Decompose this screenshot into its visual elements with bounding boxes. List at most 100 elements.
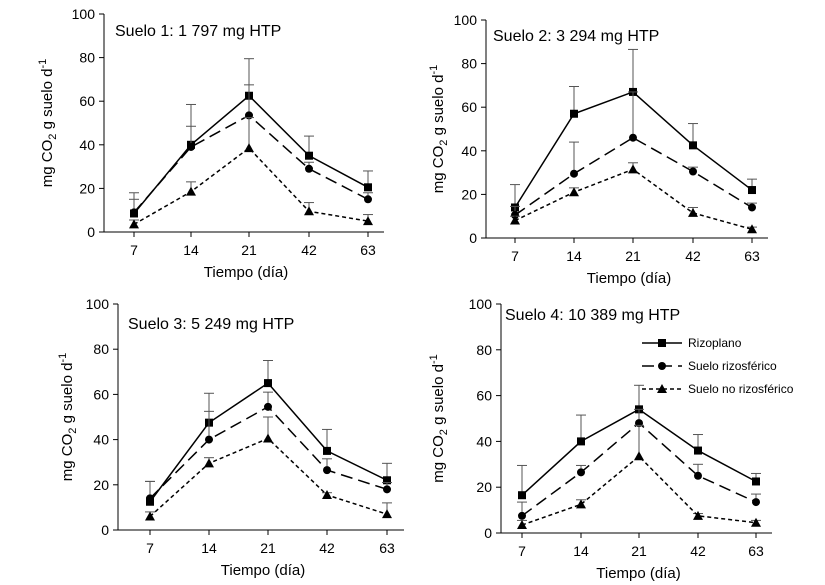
data-point (752, 477, 760, 486)
data-point (752, 498, 760, 507)
data-point (263, 433, 273, 443)
data-point (205, 435, 213, 444)
y-axis-title: mg CO2 g suelo d-1 (37, 59, 59, 187)
data-point (383, 485, 391, 494)
data-point (510, 215, 520, 225)
y-axis-title-sup: -1 (37, 59, 49, 69)
x-tick-label: 42 (690, 543, 706, 559)
data-point (382, 509, 392, 519)
x-tick-label: 14 (201, 540, 217, 556)
legend: Rizoplano Suelo rizosférico Suelo no rizos… (642, 336, 794, 396)
data-point (204, 458, 214, 468)
series-triangle (129, 117, 373, 229)
series-line (133, 147, 369, 226)
series-circle (510, 91, 757, 220)
y-axis-title: mg CO2 g suelo d-1 (428, 354, 450, 482)
data-point (305, 164, 313, 173)
x-tick-label: 7 (130, 242, 138, 258)
chart-panel-1: 0 20 40 60 80 100 7 14 21 42 63 Tiempo (día) mg CO2 … (37, 6, 384, 281)
data-point (628, 164, 638, 174)
data-point (518, 511, 526, 520)
chart-panel-2: 0 20 40 60 80 100 7 14 21 42 63 Tiempo (día) mg CO2 … (428, 12, 768, 287)
panel-title: Suelo 3: 5 249 mg HTP (128, 316, 294, 333)
chart-panel-4: 0 20 40 60 80 100 7 14 21 42 63 Tiempo (día) mg CO2 … (428, 296, 794, 582)
data-point (145, 511, 155, 521)
y-tick-label: 0 (469, 230, 477, 246)
x-axis-title: Tiempo (día) (204, 264, 288, 281)
panel-title: Suelo 1: 1 797 mg HTP (115, 23, 281, 40)
y-axis-title-mid: g suelo d (430, 75, 447, 140)
y-axis-title-sub: 2 (67, 428, 79, 434)
y-tick-label: 100 (86, 296, 110, 312)
data-point (187, 142, 195, 151)
series-triangle (517, 424, 761, 529)
y-axis-title: mg CO2 g suelo d-1 (428, 65, 450, 193)
x-tick-label: 7 (511, 248, 519, 264)
y-tick-label: 60 (476, 388, 492, 404)
chart-panel-3: 0 20 40 60 80 100 7 14 21 42 63 Tiempo (día) mg CO2 … (57, 296, 404, 579)
legend-marker (658, 339, 666, 347)
x-tick-label: 14 (573, 543, 589, 559)
y-tick-label: 100 (72, 6, 96, 22)
y-tick-label: 100 (454, 12, 478, 28)
series-triangle (510, 162, 757, 234)
data-point (569, 187, 579, 197)
data-point (576, 499, 586, 509)
data-point (322, 489, 332, 499)
data-point (264, 402, 272, 411)
data-point (518, 491, 526, 500)
series-circle (517, 408, 761, 520)
x-tick-label: 63 (748, 543, 764, 559)
legend-label: Rizoplano (688, 336, 742, 350)
y-tick-label: 60 (93, 386, 109, 402)
y-tick-label: 20 (461, 186, 477, 202)
y-tick-label: 40 (476, 433, 492, 449)
data-point (363, 216, 373, 226)
y-axis-title-mid: g suelo d (39, 69, 56, 134)
data-point (570, 169, 578, 178)
data-point (383, 476, 391, 485)
y-axis-title-main: mg CO (430, 146, 447, 194)
x-tick-label: 42 (319, 540, 335, 556)
data-point (689, 141, 697, 150)
data-point (748, 186, 756, 195)
y-axis-title-mid: g suelo d (59, 363, 76, 428)
y-axis-title-mid: g suelo d (430, 364, 447, 429)
data-point (364, 183, 372, 192)
y-tick-label: 0 (87, 224, 95, 240)
legend-label: Suelo rizosférico (688, 359, 777, 373)
y-tick-label: 0 (484, 525, 492, 541)
data-point (689, 167, 697, 176)
legend-label: Suelo no rizosférico (688, 382, 794, 396)
panel-title: Suelo 2: 3 294 mg HTP (493, 28, 659, 45)
data-point (751, 517, 761, 527)
y-axis-title-sub: 2 (438, 140, 450, 146)
y-axis-title-sup: -1 (428, 65, 440, 75)
data-point (323, 446, 331, 455)
y-axis-title-sup: -1 (57, 353, 69, 363)
series-circle (145, 391, 392, 503)
data-point (570, 109, 578, 118)
x-tick-label: 21 (241, 242, 257, 258)
data-point (577, 468, 585, 477)
data-point (577, 437, 585, 446)
y-axis-title-sup: -1 (428, 354, 440, 364)
data-point (186, 186, 196, 196)
series-line (514, 168, 753, 231)
series-line (133, 114, 369, 213)
series-line (514, 136, 753, 216)
data-point (264, 379, 272, 388)
x-tick-label: 7 (518, 543, 526, 559)
x-tick-label: 7 (146, 540, 154, 556)
y-tick-label: 60 (79, 93, 95, 109)
y-axis-title-main: mg CO (39, 140, 56, 188)
legend-marker (657, 384, 667, 393)
x-tick-label: 63 (379, 540, 395, 556)
y-axis-title: mg CO2 g suelo d-1 (57, 353, 79, 481)
x-axis-title: Tiempo (día) (221, 562, 305, 579)
data-point (511, 211, 519, 220)
series-square (129, 58, 373, 218)
data-point (146, 494, 154, 503)
x-tick-label: 14 (566, 248, 582, 264)
